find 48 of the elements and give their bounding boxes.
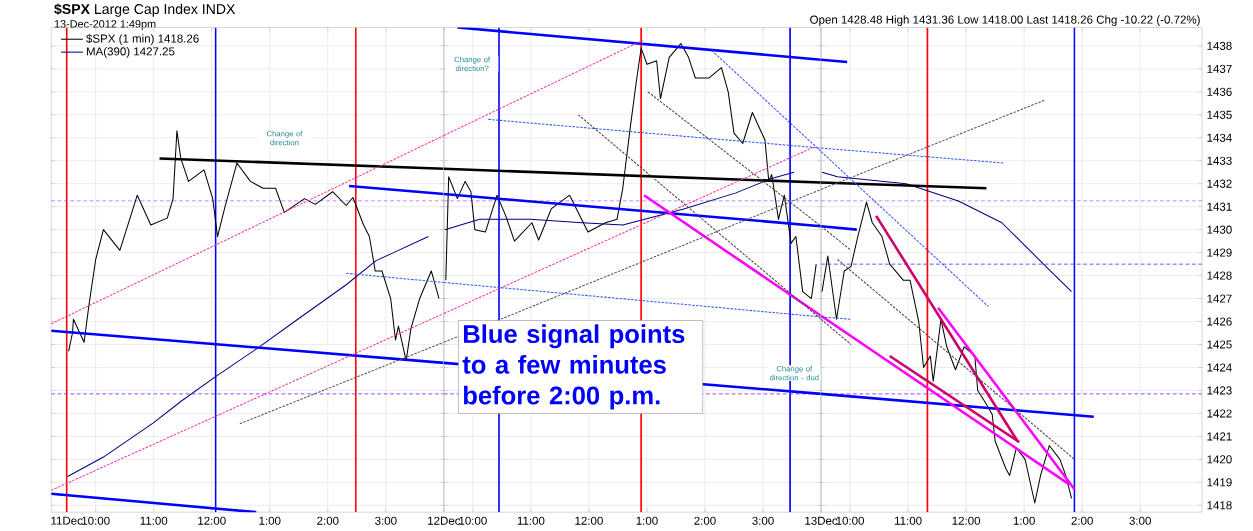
x-tick-label: 11:00 [140,516,168,525]
x-tick-label: 3:00 [1129,516,1151,525]
y-tick-label: 1426 [1207,317,1232,326]
x-tick-label: 2:00 [317,516,339,525]
chart-subtitle: 13-Dec-2012 1:49pm [54,19,156,30]
y-tick-label: 1420 [1207,455,1232,464]
x-tick-label: 12:00 [198,516,226,525]
y-tick-label: 1423 [1207,386,1232,395]
x-tick-label: 1:00 [636,516,658,525]
x-tick-label: 1:00 [259,516,281,525]
x-tick-label: 3:00 [752,516,774,525]
x-tick-label: 3:00 [375,516,397,525]
x-tick-label: 11:00 [894,516,922,525]
y-tick-label: 1437 [1207,64,1232,73]
x-tick-label: 2:00 [1071,516,1093,525]
y-tick-label: 1428 [1207,271,1232,280]
legend-label: $SPX (1 min) 1418.26 [86,33,199,45]
x-tick-label: 12Dec [428,516,461,525]
y-tick-label: 1432 [1207,179,1232,188]
y-tick-label: 1419 [1207,478,1232,487]
y-tick-label: 1427 [1207,294,1232,303]
x-tick-label: 12:00 [575,516,603,525]
y-tick-label: 1435 [1207,110,1232,119]
y-tick-label: 1433 [1207,156,1232,165]
y-tick-label: 1425 [1207,340,1232,349]
x-tick-label: 1:00 [1013,516,1035,525]
y-tick-label: 1429 [1207,248,1232,257]
y-tick-label: 1422 [1207,409,1232,418]
x-tick-label: 13Dec [805,516,838,525]
x-tick-label: 2:00 [694,516,716,525]
x-tick-label: 12:00 [952,516,981,525]
legend-label: MA(390) 1427.25 [86,46,175,58]
y-tick-label: 1431 [1207,202,1232,211]
text: Open 1428.48 High 1431.36 Low 1418.00 Last 1418.26 Chg -10.22 (-0.72%) [810,15,1200,26]
chart-title: $SPX Large Cap Index INDX [54,3,236,17]
x-tick-label: 10:00 [459,516,487,525]
y-tick-label: 1430 [1207,225,1232,234]
y-tick-label: 1436 [1207,87,1232,96]
x-tick-label: 10:00 [836,516,865,525]
x-tick-label: 11:00 [517,516,545,525]
y-tick-label: 1438 [1207,41,1232,50]
annotation: Blue signal points to a few minutes before 2:00 p.m. [462,324,685,410]
x-tick-label: 11Dec [51,516,83,525]
y-tick-label: 1418 [1207,501,1232,510]
y-tick-label: 1434 [1207,133,1232,142]
y-tick-label: 1421 [1207,432,1232,441]
x-tick-label: 10:00 [82,516,110,525]
y-tick-label: 1424 [1207,363,1232,372]
